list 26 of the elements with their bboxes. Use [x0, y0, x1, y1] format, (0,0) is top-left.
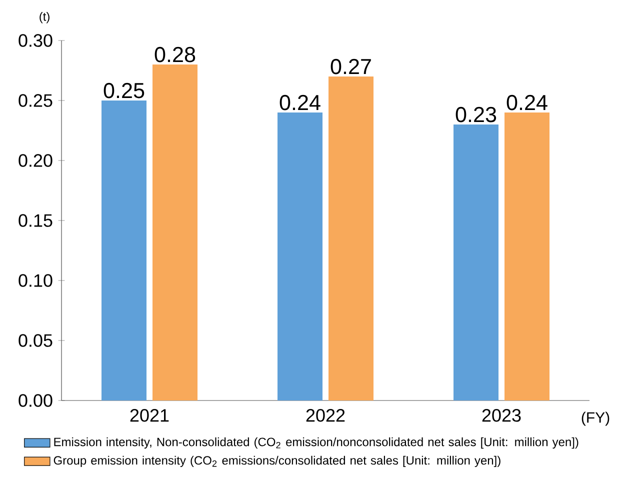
- data-label: 0.28: [154, 46, 196, 62]
- data-label: 0.24: [280, 94, 320, 110]
- x-axis-title: (FY): [582, 412, 610, 426]
- y-tick-label: 0.30: [18, 34, 52, 47]
- x-tick-label: 2023: [482, 409, 521, 422]
- bar: [102, 100, 146, 400]
- data-label: 0.25: [104, 82, 144, 98]
- data-label: 0.23: [456, 106, 496, 122]
- y-tick-label: 0.20: [18, 154, 52, 167]
- y-tick-label: 0.00: [18, 394, 52, 407]
- bar: [328, 76, 374, 400]
- y-tick-label: 0.15: [18, 214, 52, 227]
- bar: [454, 124, 498, 400]
- y-tick-label: 0.05: [18, 334, 52, 347]
- bar: [278, 112, 323, 400]
- y-tick-label: 0.10: [18, 274, 52, 287]
- legend-label: Emission intensity, Non-consolidated (CO$_{2}$ emission/nonconsolidated net sales [Unit: million yen]): [54, 437, 578, 449]
- y-axis-title: (t): [40, 12, 50, 24]
- bar: [504, 112, 550, 400]
- y-tick-label: 0.25: [18, 94, 52, 107]
- x-tick-label: 2022: [306, 409, 345, 422]
- legend-label: Group emission intensity (CO$_{2}$ emissions/consolidated net sales [Unit: million yen]): [54, 456, 500, 468]
- data-label: 0.24: [506, 94, 548, 110]
- data-label: 0.27: [330, 58, 371, 74]
- bar: [152, 64, 198, 400]
- x-tick-label: 2021: [130, 409, 169, 422]
